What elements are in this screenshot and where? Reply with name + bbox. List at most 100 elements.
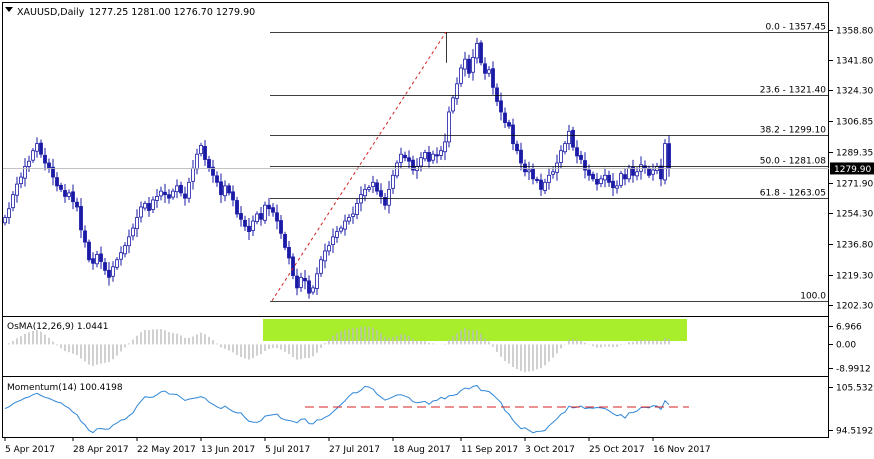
candle-body <box>27 160 31 167</box>
candle-body <box>491 68 495 88</box>
candle-body <box>399 153 403 163</box>
candle-body <box>131 227 135 237</box>
candle-body <box>239 213 243 220</box>
candle-body <box>583 160 587 171</box>
candle-body <box>391 174 395 189</box>
candle-body <box>663 143 667 181</box>
candle-body <box>71 191 75 203</box>
candle-body <box>595 178 599 185</box>
price-panel-frame <box>2 2 829 317</box>
date-axis-label: 11 Sep 2017 <box>461 445 518 455</box>
fib-trendline <box>271 31 447 302</box>
candle-body <box>363 188 367 197</box>
axes-layer: 1358.80 1341.80 1324.30 1306.85 1289.35 1271.… <box>4 27 874 455</box>
candle-body <box>91 258 95 264</box>
candle-body <box>219 181 223 196</box>
candle-body <box>167 194 171 199</box>
candle-body <box>531 168 535 180</box>
collapse-triangle-icon[interactable] <box>5 7 13 12</box>
candle-body <box>647 167 651 176</box>
date-axis-label: 13 Jun 2017 <box>201 445 255 455</box>
candle-body <box>83 230 87 243</box>
candle-body <box>103 262 107 271</box>
candle-body <box>575 147 579 157</box>
price-axis-label: 1358.80 <box>836 27 873 37</box>
osma-layer <box>8 326 670 373</box>
price-axis-label: 1289.35 <box>836 149 873 159</box>
symbol-title: XAUUSD,Daily <box>17 7 85 18</box>
fib-level-label: 38.2 - 1299.10 <box>760 126 826 136</box>
fib-level-label: 61.8 - 1263.05 <box>760 189 826 199</box>
candle-body <box>543 181 547 191</box>
candle-body <box>3 217 7 224</box>
candle-body <box>351 213 355 217</box>
candle-body <box>211 166 215 176</box>
candle-body <box>551 171 555 175</box>
candle-body <box>231 191 235 201</box>
candle-body <box>479 42 483 64</box>
candle-body <box>139 206 143 218</box>
candle-body <box>635 171 639 177</box>
candle-body <box>235 200 239 215</box>
candle-body <box>411 159 415 171</box>
candle-body <box>251 220 255 231</box>
candle-body <box>487 69 491 74</box>
candle-body <box>115 259 119 268</box>
candle-body <box>151 199 155 210</box>
momentum-layer <box>4 384 689 434</box>
osma-axis-label: -8.9912 <box>836 365 871 375</box>
candle-body <box>311 287 315 293</box>
price-axis-label: 1254.30 <box>836 210 873 220</box>
candle-body <box>535 178 539 181</box>
candle-body <box>111 266 115 277</box>
candle-body <box>203 146 207 160</box>
candle-body <box>51 166 55 178</box>
momentum-panel-frame <box>2 376 829 438</box>
candle-body <box>455 83 459 99</box>
candle-body <box>451 97 455 112</box>
candle-body <box>159 190 163 197</box>
osma-axis-label: 6.966 <box>836 323 862 333</box>
candle-body <box>263 204 267 221</box>
candle-body <box>447 111 451 143</box>
candle-body <box>435 154 439 157</box>
fib-level-label: 0.0 - 1357.45 <box>766 23 827 33</box>
candle-body <box>295 275 299 289</box>
candle-body <box>519 149 523 164</box>
price-axis-label: 1341.80 <box>836 57 873 67</box>
candle-body <box>539 179 543 190</box>
candle-body <box>471 57 475 73</box>
date-axis-label: 5 Apr 2017 <box>5 445 55 455</box>
candle-body <box>615 185 619 189</box>
price-axis-label: 1306.85 <box>836 118 873 128</box>
fib-level-label: 50.0 - 1281.08 <box>760 157 826 167</box>
candle-body <box>191 167 195 182</box>
candle-body <box>107 269 111 278</box>
candle-body <box>35 143 39 152</box>
candle-body <box>287 247 291 259</box>
candle-body <box>19 176 23 184</box>
candle-body <box>419 157 423 167</box>
candle-body <box>667 143 671 169</box>
candle-body <box>183 193 187 199</box>
candle-body <box>379 190 383 197</box>
price-axis-label: 1324.30 <box>836 87 873 97</box>
candle-body <box>147 203 151 211</box>
fib-level-label: 100.0 <box>800 292 826 302</box>
candle-body <box>247 225 251 233</box>
date-axis-label: 25 Oct 2017 <box>589 445 645 455</box>
chart-header: XAUUSD,Daily 1277.25 1281.00 1276.70 127… <box>5 7 255 18</box>
candle-body <box>179 184 183 194</box>
osma-highlight-box <box>263 319 687 341</box>
candle-body <box>39 142 43 155</box>
candle-body <box>55 177 59 187</box>
candle-body <box>79 206 83 231</box>
candle-body <box>135 217 139 230</box>
candle-body <box>307 280 311 294</box>
candle-body <box>291 256 295 276</box>
candle-body <box>395 162 399 177</box>
candle-body <box>199 145 203 155</box>
